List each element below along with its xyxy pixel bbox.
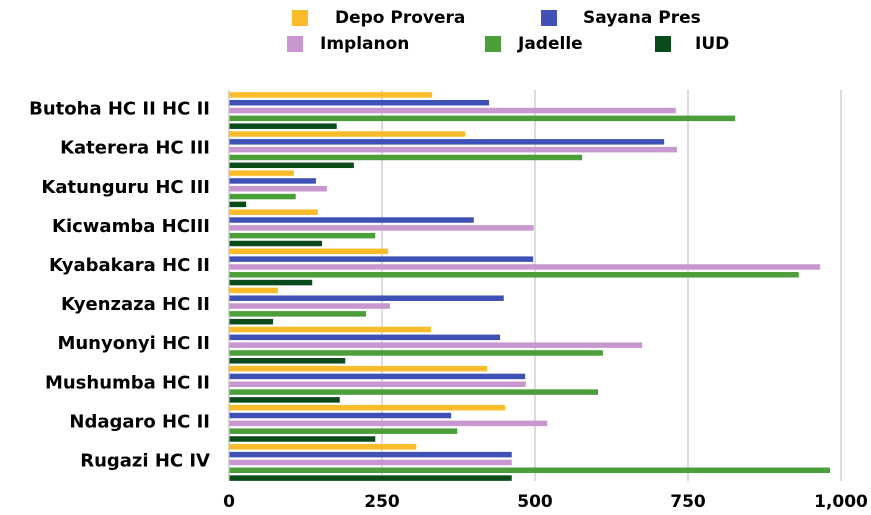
x-tick-label: 250 [364,492,400,512]
bar [229,373,526,380]
bar [229,311,367,317]
bar [229,428,458,434]
bar [229,451,512,458]
bar [229,139,665,145]
bar [229,115,736,122]
legend-label: Depo Provera [335,8,465,28]
y-tick-label: Kyabakara HC II [49,255,210,276]
x-tick-label: 0 [223,492,235,512]
bar [229,240,323,247]
bar [229,404,506,411]
bar [229,475,512,481]
legend-swatch [541,10,557,26]
bar [229,303,390,309]
bar [229,232,376,239]
bar [229,318,274,325]
bar [229,92,433,98]
y-tick-label: Ndagaro HC II [69,411,210,432]
bar [229,350,603,356]
bar [229,420,548,427]
bar [229,209,318,215]
bar [229,99,490,106]
bar [229,201,247,208]
bar [229,131,466,137]
bar [229,170,294,176]
bar [229,326,431,333]
bar [229,467,830,474]
bar [229,264,821,270]
y-tick-label: Munyonyi HC II [57,333,210,354]
legend-swatch [292,10,308,26]
bar [229,412,452,419]
bar [229,444,417,450]
bar [229,107,676,114]
bar [229,279,313,286]
bar [229,342,643,348]
bar [229,334,501,341]
bar [229,178,316,184]
bar [229,389,599,395]
legend-swatch [287,36,303,52]
y-tick-label: Kicwamba HCIII [52,216,210,237]
y-tick-label: Katerera HC III [60,138,210,159]
legend-label: Sayana Pres [583,8,701,28]
bar [229,154,583,161]
bar [229,436,376,442]
bar [229,397,340,403]
legend-label: Jadelle [517,34,583,54]
y-tick-label: Mushumba HC II [45,372,210,393]
legend-swatch [485,36,501,52]
bar [229,186,327,192]
y-tick-label: Butoha HC II HC II [29,99,210,120]
x-tick-label: 750 [670,492,706,512]
legend-label: Implanon [320,34,409,54]
bar [229,272,799,278]
bar [229,162,354,169]
bar [229,365,488,372]
legend-label: IUD [695,34,729,54]
x-tick-label: 500 [517,492,553,512]
bar [229,358,346,364]
bar [229,459,512,466]
bar [229,287,278,294]
x-tick-label: 1,000 [814,492,868,512]
y-tick-label: Rugazi HC IV [80,450,210,471]
bar [229,248,389,255]
bar [229,295,504,301]
y-tick-label: Kyenzaza HC II [61,294,210,315]
bar [229,256,534,262]
bar [229,193,296,200]
bar [229,381,526,387]
bar [229,217,474,223]
legend-swatch [655,36,671,52]
y-tick-label: Katunguru HC III [41,177,210,198]
bar [229,123,337,129]
bar [229,225,534,231]
bar [229,146,677,153]
